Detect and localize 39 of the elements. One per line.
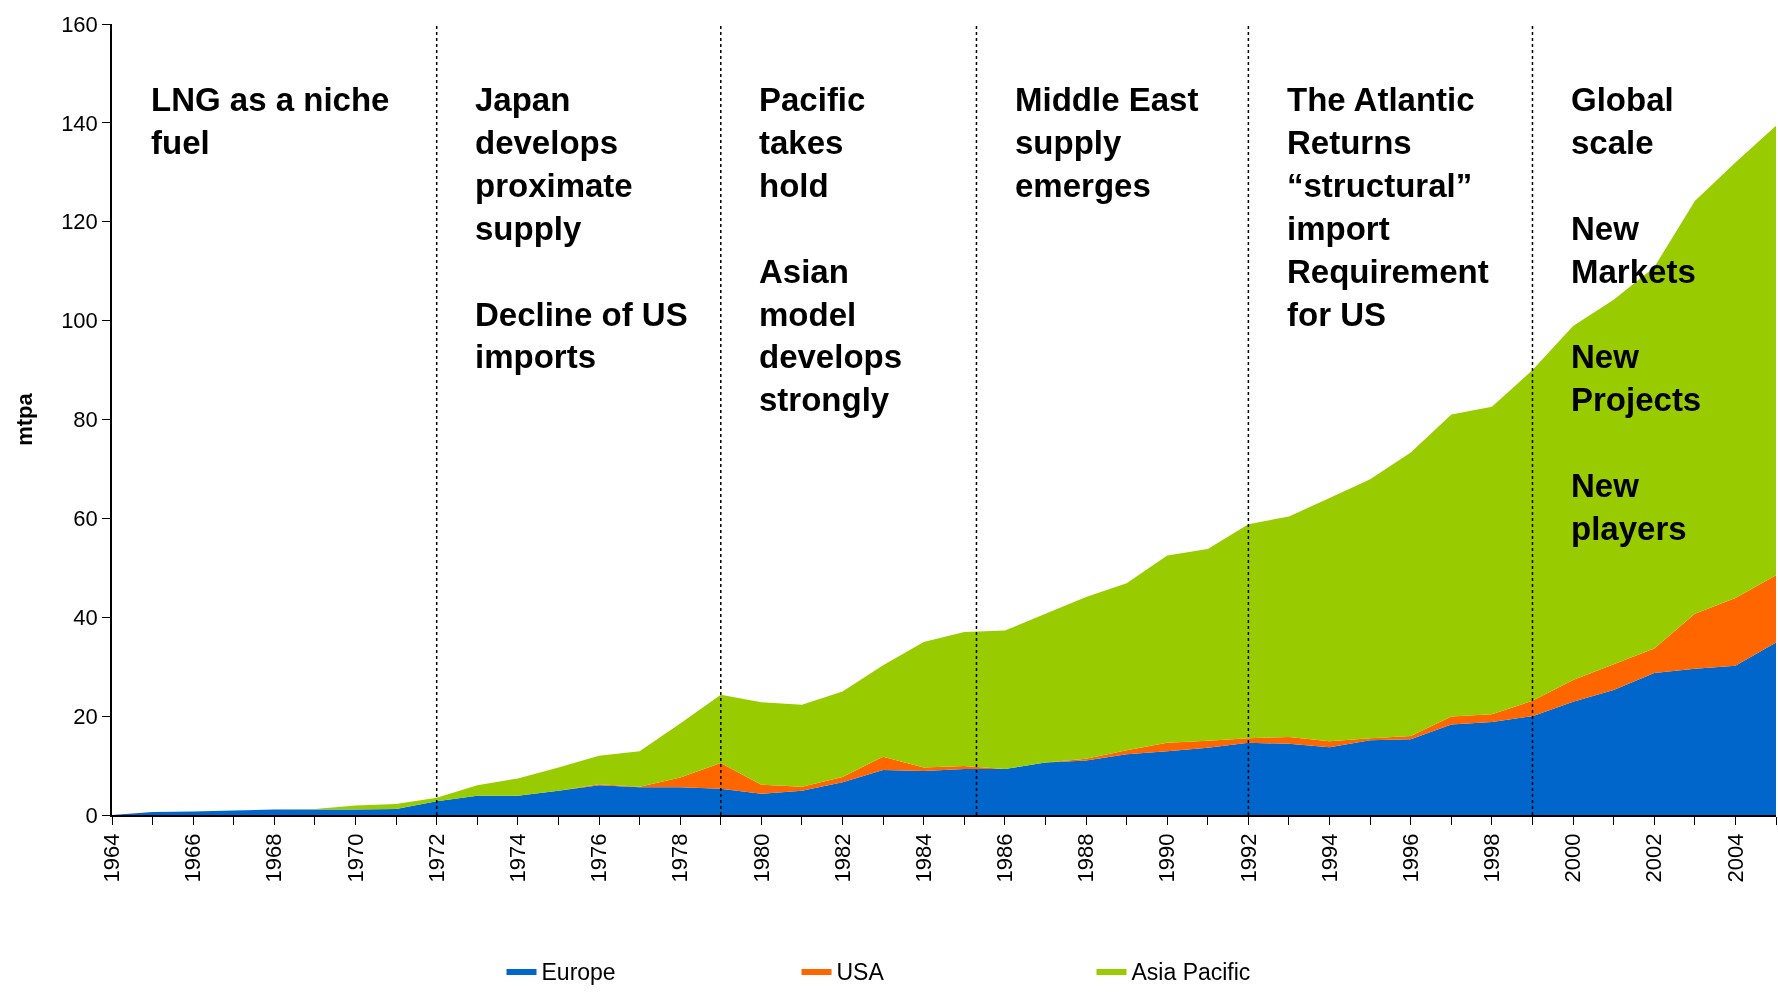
x-tick-label: 1976 [586, 833, 612, 883]
x-tick-label: 1994 [1316, 833, 1342, 883]
x-tick-label: 1974 [505, 833, 530, 883]
x-tick-label: 2000 [1560, 833, 1586, 883]
y-tick-label: 120 [61, 209, 98, 235]
annotation: LNG as a niche fuel [151, 81, 390, 161]
annotation: Middle East supply emerges [1015, 81, 1199, 204]
legend-label: USA [836, 958, 885, 985]
y-tick-label: 20 [73, 703, 98, 729]
y-tick-label: 160 [61, 11, 98, 37]
y-axis-title: mtpa [12, 392, 38, 446]
x-tick-label: 1970 [342, 833, 368, 883]
x-tick-label: 1986 [992, 833, 1018, 883]
text: Pacific takes hold Asian model develops strongly [759, 81, 903, 419]
y-tick-label: 100 [61, 308, 98, 334]
y-tick-label: 40 [73, 604, 98, 630]
x-tick-label: 1966 [180, 833, 206, 883]
x-tick-label: 1996 [1397, 833, 1423, 883]
x-tick-label: 1998 [1479, 833, 1505, 883]
x-tick-label: 1990 [1154, 833, 1180, 883]
legend-label: Europe [541, 958, 616, 985]
y-tick-label: 140 [61, 110, 98, 136]
x-tick-label: 1982 [829, 833, 855, 883]
y-tick-label: 80 [73, 407, 98, 433]
x-tick-label: 1964 [99, 833, 125, 883]
x-tick-label: 1978 [667, 833, 693, 883]
y-tick-label: 60 [73, 506, 98, 532]
x-tick-label: 2002 [1641, 833, 1667, 883]
annotation: The Atlantic Returns “structural” import Requirement for US [1287, 81, 1489, 333]
x-tick-label: 2004 [1722, 833, 1748, 883]
legend-label: Asia Pacific [1131, 958, 1251, 985]
x-tick-label: 1984 [910, 833, 936, 883]
y-tick-label: 0 [85, 802, 98, 828]
x-tick-label: 1992 [1235, 833, 1261, 883]
text: Japan develops proximate supply Decline of US imports [475, 81, 688, 376]
x-tick-label: 1980 [748, 833, 774, 883]
x-tick-label: 1972 [423, 833, 449, 883]
x-tick-label: 1968 [261, 833, 287, 883]
x-tick-label: 1988 [1073, 833, 1099, 883]
